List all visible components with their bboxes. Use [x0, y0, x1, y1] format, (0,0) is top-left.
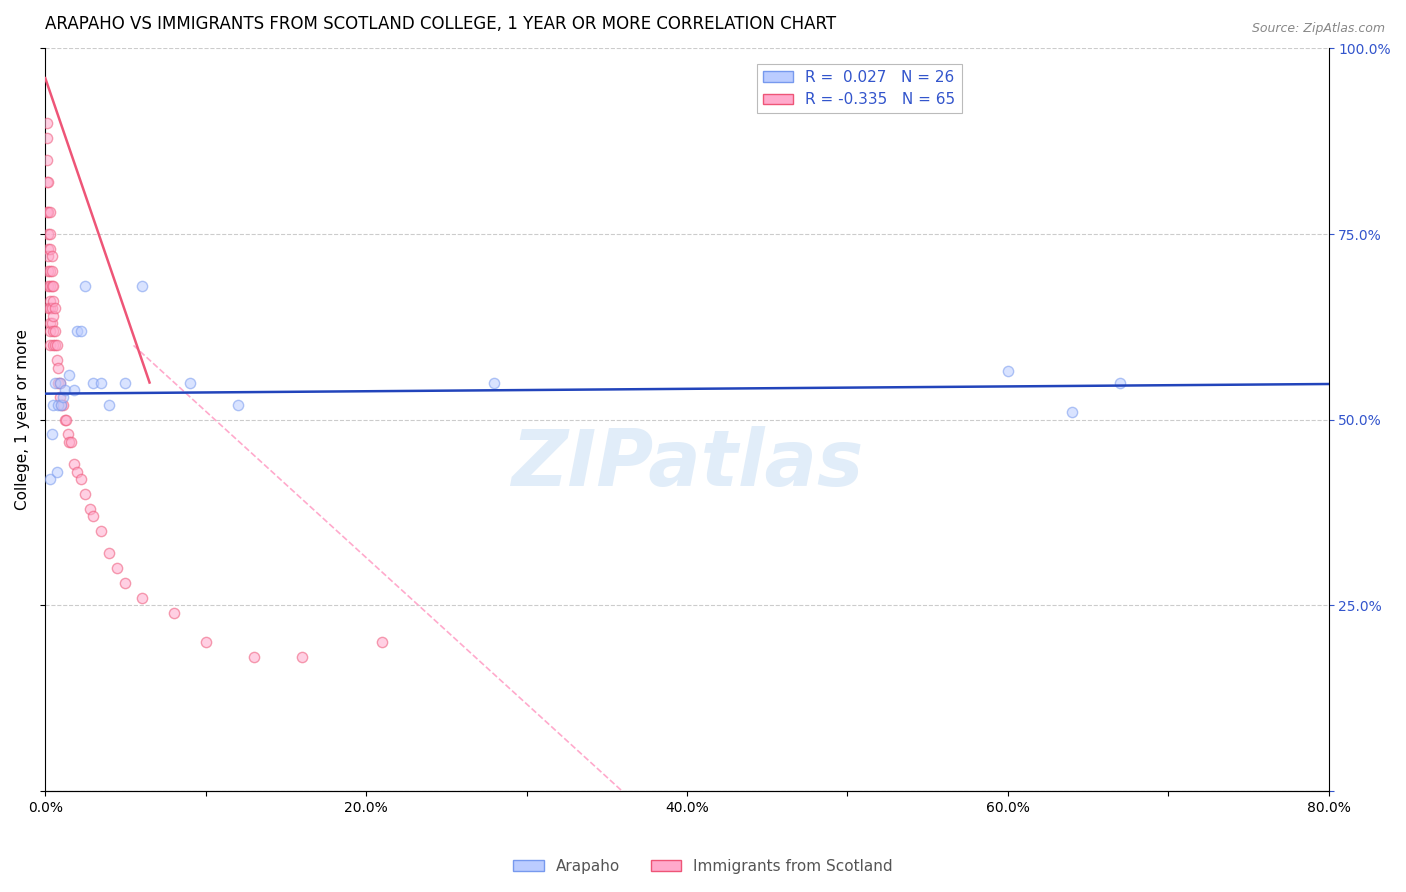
Point	[1060, 405, 1083, 419]
Point	[162, 606, 184, 620]
Point	[997, 364, 1019, 378]
Point	[46, 398, 69, 412]
Point	[114, 376, 136, 390]
Point	[69, 324, 91, 338]
Point	[66, 465, 89, 479]
Point	[51, 398, 73, 412]
Text: ARAPAHO VS IMMIGRANTS FROM SCOTLAND COLLEGE, 1 YEAR OR MORE CORRELATION CHART: ARAPAHO VS IMMIGRANTS FROM SCOTLAND COLL…	[45, 15, 837, 33]
Point	[37, 279, 59, 293]
Point	[41, 427, 63, 442]
Point	[291, 650, 314, 665]
Point	[114, 576, 136, 591]
Point	[45, 465, 67, 479]
Point	[90, 376, 112, 390]
Point	[243, 650, 266, 665]
Point	[98, 546, 121, 560]
Point	[194, 635, 217, 649]
Point	[41, 316, 63, 330]
Point	[56, 427, 79, 442]
Point	[44, 338, 66, 352]
Point	[46, 360, 69, 375]
Point	[131, 591, 153, 605]
Point	[39, 227, 62, 241]
Point	[37, 204, 59, 219]
Point	[82, 509, 104, 524]
Point	[42, 279, 65, 293]
Point	[82, 376, 104, 390]
Text: Source: ZipAtlas.com: Source: ZipAtlas.com	[1251, 22, 1385, 36]
Point	[45, 353, 67, 368]
Point	[371, 635, 394, 649]
Point	[45, 338, 67, 352]
Point	[69, 472, 91, 486]
Text: ZIPatlas: ZIPatlas	[510, 426, 863, 502]
Point	[39, 472, 62, 486]
Point	[39, 264, 62, 278]
Point	[46, 376, 69, 390]
Point	[37, 301, 59, 316]
Point	[66, 324, 89, 338]
Point	[58, 434, 80, 449]
Point	[52, 398, 75, 412]
Point	[37, 175, 59, 189]
Point	[44, 376, 66, 390]
Point	[55, 412, 77, 426]
Point	[98, 398, 121, 412]
Point	[37, 249, 59, 263]
Point	[41, 264, 63, 278]
Point	[58, 368, 80, 383]
Point	[42, 309, 65, 323]
Point	[63, 457, 86, 471]
Point	[48, 390, 70, 404]
Point	[131, 279, 153, 293]
Point	[51, 398, 73, 412]
Point	[39, 204, 62, 219]
Point	[39, 242, 62, 256]
Point	[42, 324, 65, 338]
Point	[79, 501, 101, 516]
Point	[75, 279, 97, 293]
Point	[1109, 376, 1132, 390]
Point	[484, 376, 506, 390]
Point	[35, 153, 58, 167]
Point	[48, 376, 70, 390]
Point	[42, 293, 65, 308]
Point	[63, 383, 86, 397]
Point	[37, 242, 59, 256]
Point	[53, 412, 76, 426]
Point	[35, 116, 58, 130]
Point	[39, 293, 62, 308]
Point	[39, 338, 62, 352]
Point	[90, 524, 112, 538]
Point	[179, 376, 201, 390]
Point	[35, 204, 58, 219]
Point	[42, 398, 65, 412]
Point	[42, 338, 65, 352]
Point	[39, 316, 62, 330]
Point	[48, 376, 70, 390]
Point	[75, 487, 97, 501]
Point	[41, 249, 63, 263]
Point	[37, 227, 59, 241]
Legend: Arapaho, Immigrants from Scotland: Arapaho, Immigrants from Scotland	[508, 853, 898, 880]
Point	[52, 390, 75, 404]
Point	[226, 398, 249, 412]
Point	[59, 434, 82, 449]
Point	[39, 279, 62, 293]
Point	[41, 301, 63, 316]
Point	[53, 383, 76, 397]
Point	[44, 324, 66, 338]
Point	[41, 279, 63, 293]
Point	[35, 130, 58, 145]
Point	[35, 175, 58, 189]
Point	[39, 301, 62, 316]
Point	[44, 301, 66, 316]
Legend: R =  0.027   N = 26, R = -0.335   N = 65: R = 0.027 N = 26, R = -0.335 N = 65	[756, 63, 962, 113]
Point	[107, 561, 129, 575]
Point	[39, 324, 62, 338]
Point	[37, 264, 59, 278]
Y-axis label: College, 1 year or more: College, 1 year or more	[15, 329, 30, 510]
